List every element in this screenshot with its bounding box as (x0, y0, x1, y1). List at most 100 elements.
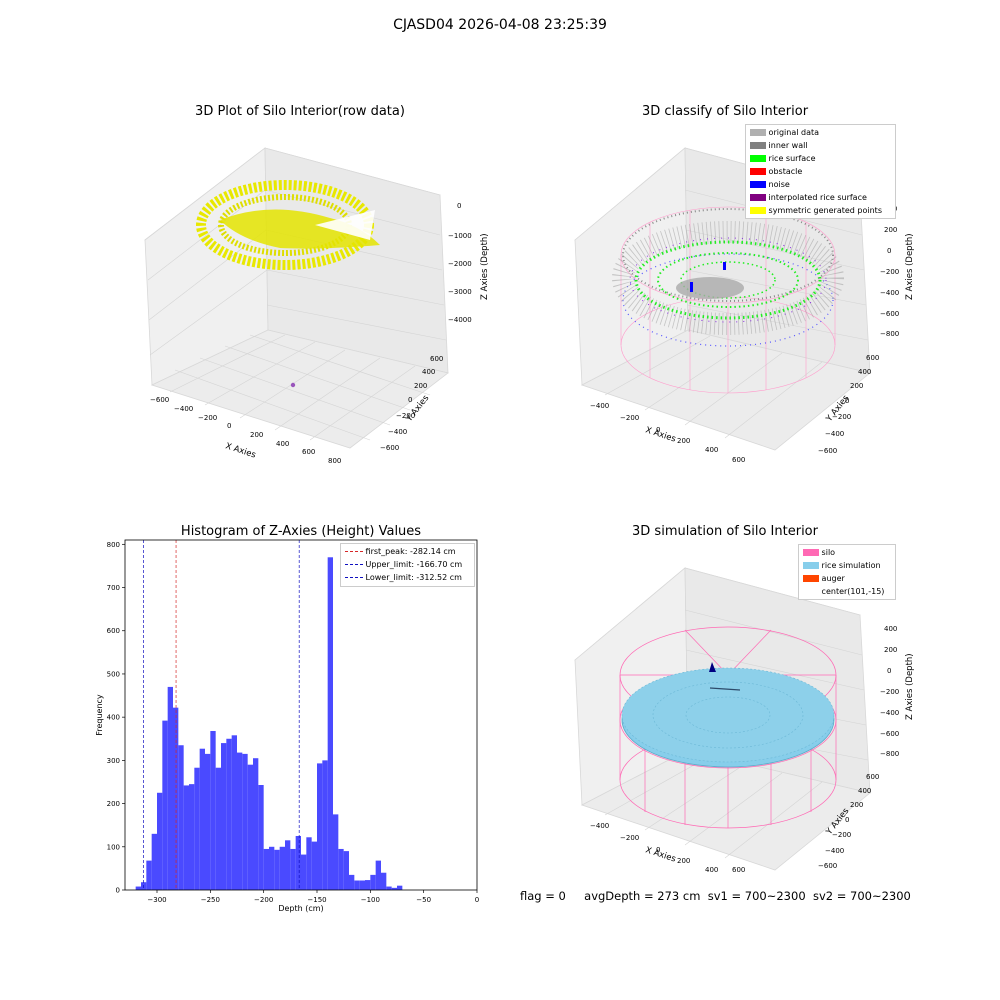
histogram-bar (279, 846, 285, 890)
svg-text:400: 400 (858, 787, 871, 795)
histogram-bar (231, 735, 237, 890)
histogram-bar (322, 760, 328, 890)
histogram-bar (178, 745, 184, 890)
histogram-x-label: Depth (cm) (278, 904, 323, 913)
svg-text:−800: −800 (880, 750, 899, 758)
legend-item-original: original data (768, 128, 820, 137)
panel1-z-label: Z Axies (Depth) (480, 233, 490, 300)
histogram-bar (183, 785, 189, 890)
svg-text:600: 600 (866, 773, 879, 781)
histogram-bar (242, 753, 248, 890)
noise-cluster (723, 262, 726, 270)
histogram-bars (135, 557, 403, 890)
x-tick-label: 0 (475, 896, 479, 904)
panel1-title: 3D Plot of Silo Interior(row data) (195, 104, 405, 119)
panel4-z-label: Z Axies (Depth) (905, 653, 915, 720)
svg-text:−400: −400 (590, 822, 609, 830)
legend-item-silo: silo (821, 548, 836, 557)
y-tick-label: 700 (107, 584, 120, 592)
svg-text:−1000: −1000 (448, 232, 472, 240)
histogram-bar (221, 743, 227, 890)
rice-simulation-surface (621, 662, 835, 768)
legend-item-center: center(101,-15) (821, 587, 885, 596)
x-tick-label: −250 (201, 896, 220, 904)
histogram-chart: −300 −250 −200 −150 −100 −50 0 0 100 200 300 400 50… (95, 539, 479, 913)
legend-item-upper-limit: Upper_limit: -166.70 cm (365, 560, 463, 569)
panel1-box (144, 147, 449, 449)
svg-text:−400: −400 (825, 847, 844, 855)
svg-text:600: 600 (732, 866, 745, 874)
svg-text:600: 600 (866, 354, 879, 362)
svg-text:−3000: −3000 (448, 288, 472, 296)
svg-text:−400: −400 (174, 405, 193, 413)
svg-text:0: 0 (408, 396, 412, 404)
svg-text:−200: −200 (832, 831, 851, 839)
legend-item-obstacle: obstacle (768, 167, 803, 176)
x-tick-label: −50 (416, 896, 431, 904)
svg-text:200: 200 (850, 382, 863, 390)
histogram-bar (274, 849, 280, 890)
histogram-title: Histogram of Z-Axies (Height) Values (180, 524, 422, 539)
histogram-bar (173, 707, 179, 890)
histogram-bar (397, 885, 403, 890)
histogram-bar (333, 814, 339, 890)
legend-item-interpolated: interpolated rice surface (768, 193, 867, 202)
svg-text:200: 200 (850, 801, 863, 809)
histogram-bar (269, 846, 275, 890)
legend-item-rice-simulation: rice simulation (821, 561, 881, 570)
svg-text:−600: −600 (818, 862, 837, 870)
svg-text:600: 600 (302, 448, 315, 456)
legend-item-noise: noise (768, 180, 790, 189)
outlier-point (290, 382, 296, 388)
histogram-bar (306, 837, 312, 890)
svg-text:−2000: −2000 (448, 260, 472, 268)
y-tick-label: 800 (107, 541, 120, 549)
histogram-bar (359, 880, 365, 890)
histogram-bar (343, 851, 349, 890)
histogram-reference-lines (143, 540, 300, 890)
histogram-bar (167, 686, 173, 890)
svg-text:200: 200 (414, 382, 427, 390)
panel4-x-label: X Axies (644, 845, 677, 864)
svg-text:0: 0 (656, 846, 660, 854)
x-tick-label: −300 (147, 896, 166, 904)
histogram-bar (135, 886, 141, 890)
histogram-bar (349, 874, 355, 890)
y-tick-label: 400 (107, 714, 120, 722)
histogram-bar (391, 887, 397, 890)
svg-text:0: 0 (656, 426, 660, 434)
svg-text:−200: −200 (832, 413, 851, 421)
svg-text:400: 400 (705, 866, 718, 874)
auger-marker (709, 687, 741, 691)
histogram-bar (317, 763, 323, 890)
x-tick-label: −100 (361, 896, 380, 904)
svg-text:−400: −400 (590, 402, 609, 410)
legend-item-inner-wall: inner wall (768, 141, 808, 150)
raw-data-point-cloud (196, 180, 380, 388)
svg-text:−400: −400 (880, 289, 899, 297)
histogram-bar (146, 860, 152, 890)
histogram-bar (189, 784, 195, 890)
histogram-bar (247, 764, 253, 890)
rice-surface-points (629, 237, 827, 323)
inner-wall-points (612, 208, 844, 347)
svg-text:200: 200 (677, 437, 690, 445)
histogram-frame (124, 539, 478, 891)
y-tick-label: 100 (107, 843, 120, 851)
svg-text:0: 0 (457, 202, 461, 210)
svg-text:600: 600 (732, 456, 745, 464)
legend-item-auger: auger (821, 574, 845, 583)
svg-text:−4000: −4000 (448, 316, 472, 324)
histogram-bar (263, 848, 269, 890)
histogram-bar (327, 557, 333, 890)
svg-text:−200: −200 (880, 688, 899, 696)
histogram-bar (237, 752, 243, 890)
svg-text:0: 0 (887, 667, 891, 675)
panel2-z-label: Z Axies (Depth) (905, 233, 915, 300)
svg-text:−200: −200 (396, 412, 415, 420)
svg-text:400: 400 (884, 625, 897, 633)
histogram-bar (370, 874, 376, 890)
sv2-status: sv2 = 700~2300 (812, 889, 911, 903)
svg-text:−600: −600 (880, 310, 899, 318)
histogram-y-ticks: 0 100 200 300 400 500 600 700 800 (107, 541, 125, 895)
